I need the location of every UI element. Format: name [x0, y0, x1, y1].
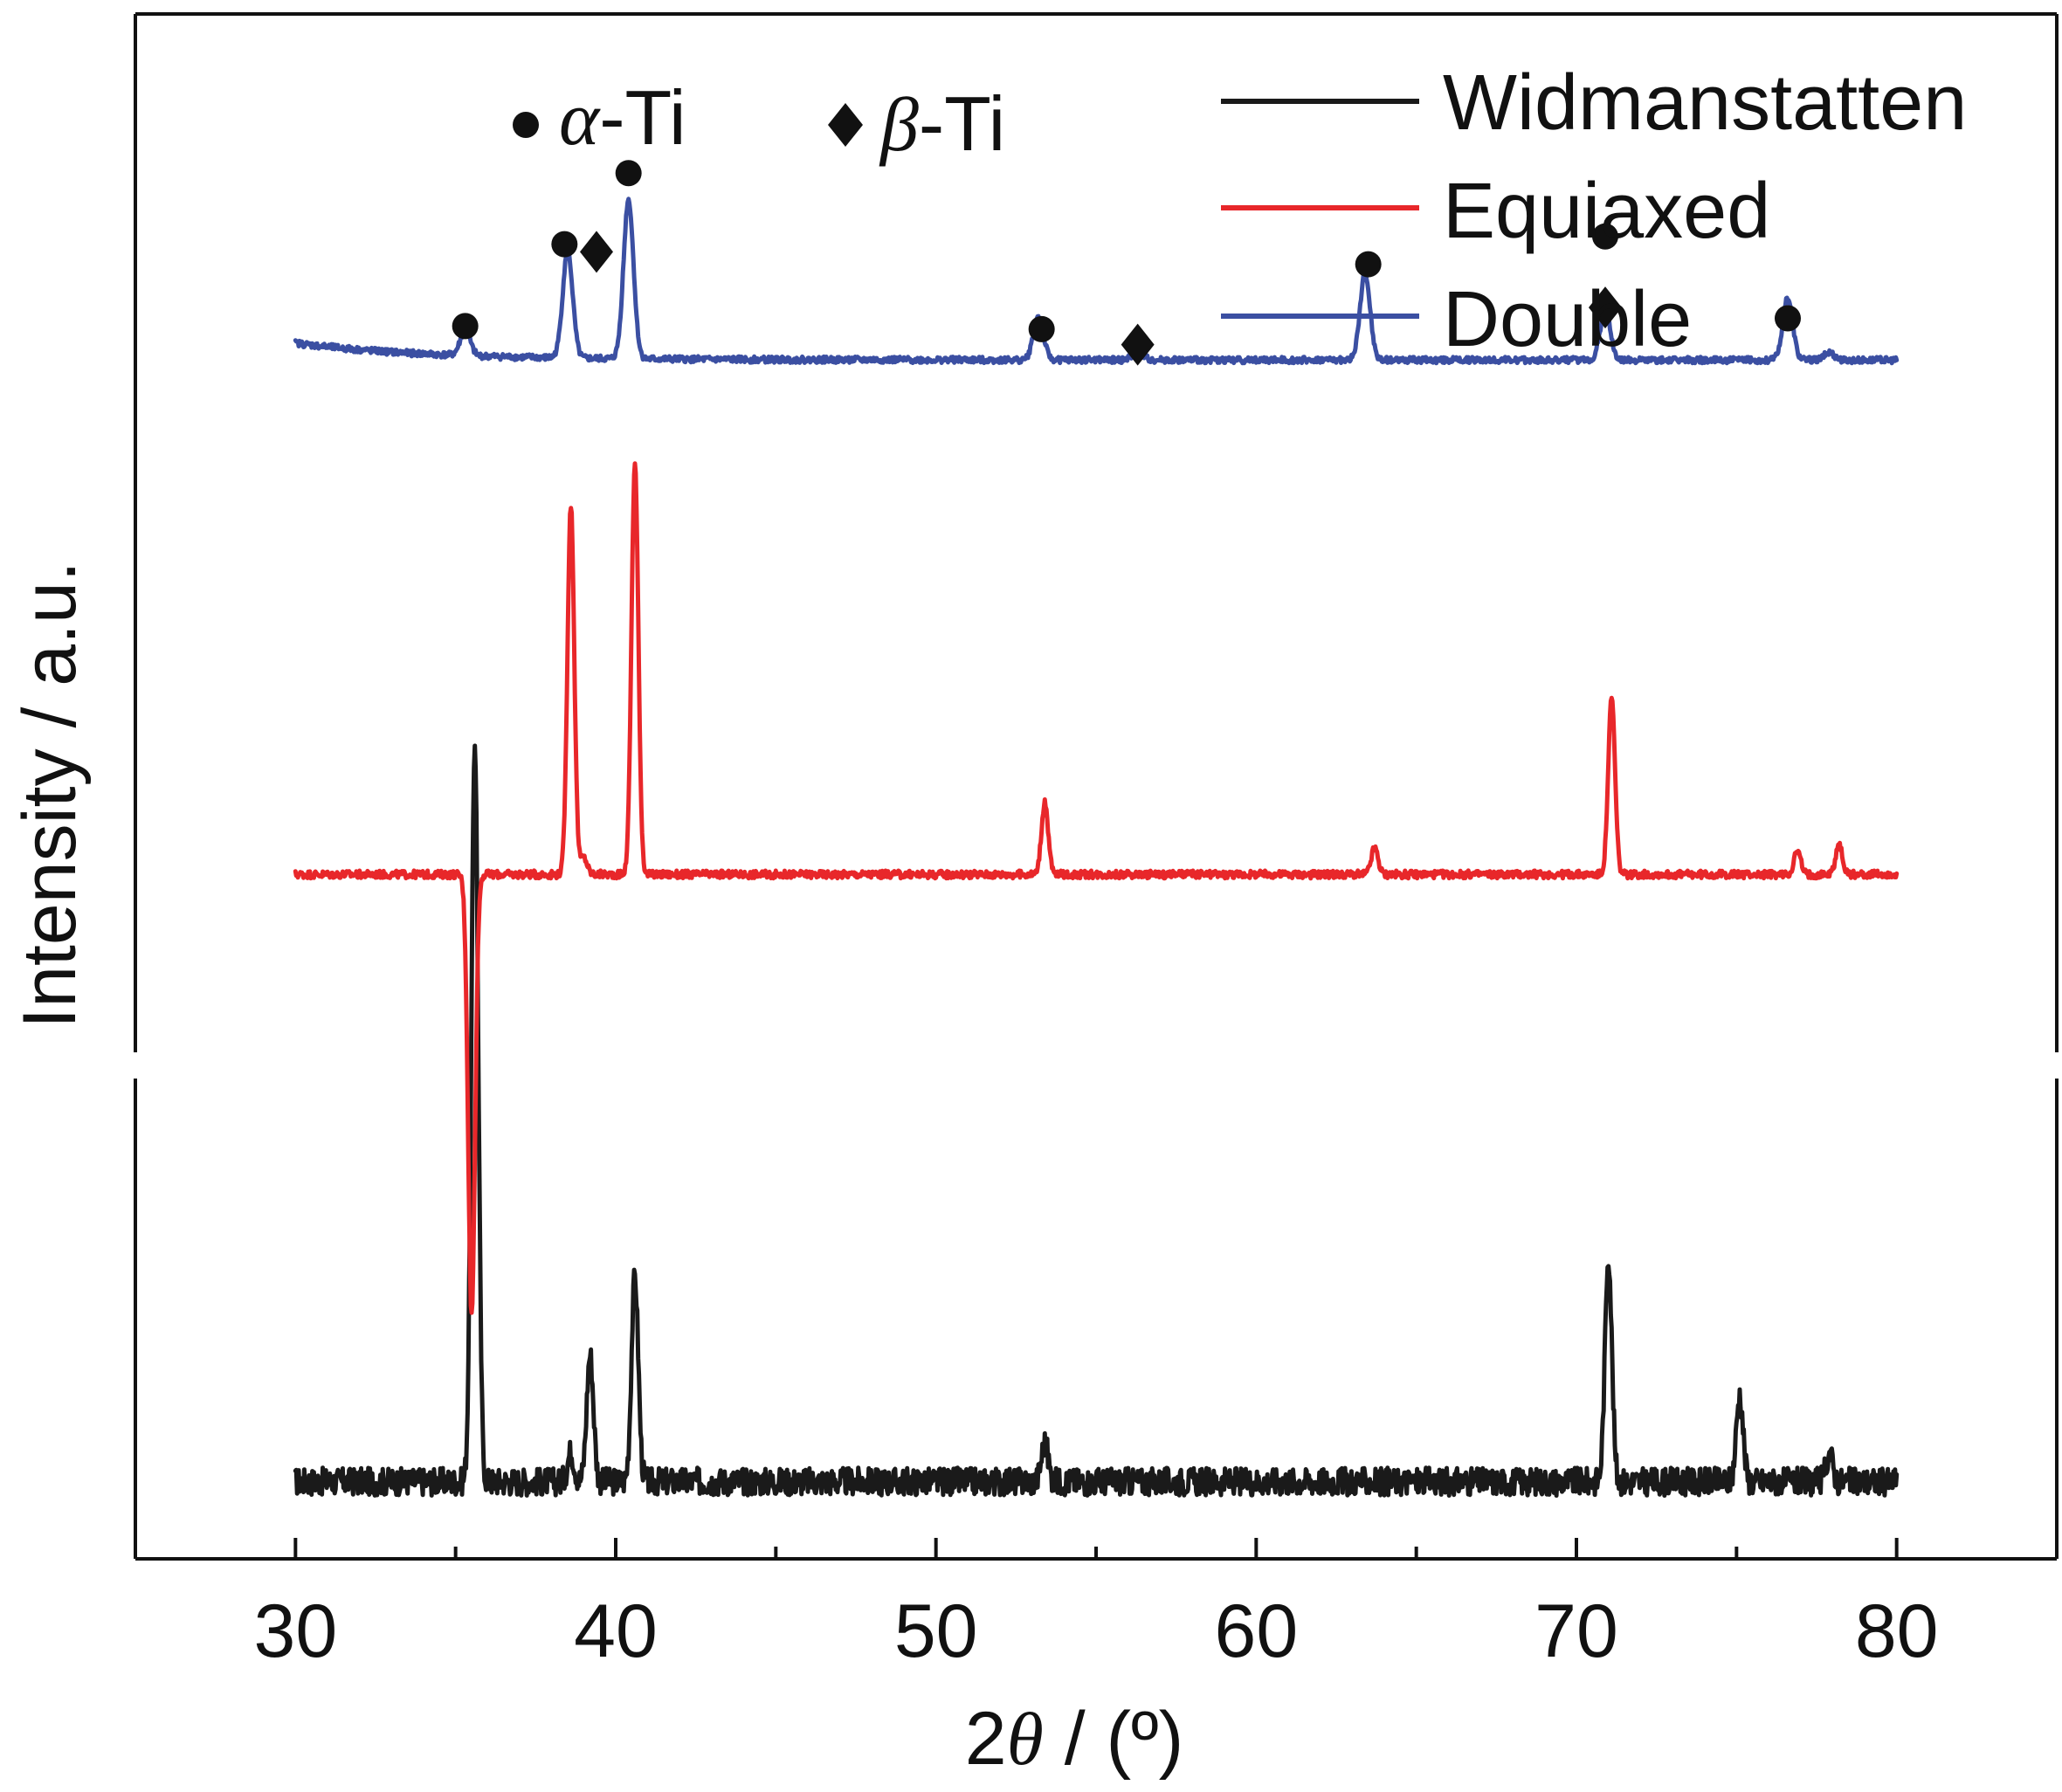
series-layer [293, 196, 1900, 1498]
alpha-peak-marker-icon [1592, 223, 1618, 250]
x-axis-title-suffix: / (º) [1044, 1697, 1183, 1781]
alpha-suffix: -Ti [599, 74, 686, 161]
x-tick-label-40: 40 [574, 1589, 658, 1673]
x-tick-label-30: 30 [253, 1589, 337, 1673]
series-line-widmanstatten [293, 743, 1900, 1498]
alpha-symbol: α [559, 77, 601, 162]
series-line-double [293, 196, 1900, 366]
alpha-peak-marker-icon [1355, 251, 1382, 278]
beta-ti-label: β-Ti [879, 80, 1005, 168]
beta-symbol: β [879, 83, 919, 168]
beta-suffix: -Ti [919, 80, 1005, 167]
beta-peak-marker-icon [580, 231, 613, 273]
alpha-ti-label: α-Ti [559, 74, 686, 162]
alpha-circle-icon [513, 112, 539, 138]
y-axis-title: Intensity / a.u. [8, 561, 92, 1028]
beta-peak-marker-icon [1589, 286, 1622, 329]
x-axis-title-prefix: 2 [965, 1697, 1007, 1781]
beta-diamond-icon [828, 103, 863, 147]
x-ticks: 30 40 50 60 70 80 [253, 1538, 1939, 1673]
alpha-peak-marker-icon [1028, 315, 1055, 342]
alpha-peak-marker-icon [615, 160, 642, 187]
x-tick-label-70: 70 [1534, 1589, 1618, 1673]
x-axis-title: 2θ / (º) [965, 1697, 1183, 1781]
x-tick-label-80: 80 [1855, 1589, 1939, 1673]
legend-label-equiaxed: Equiaxed [1443, 168, 1770, 255]
x-tick-label-60: 60 [1214, 1589, 1298, 1673]
legend-label-double: Double [1443, 276, 1692, 363]
beta-peak-marker-icon [1121, 323, 1155, 366]
legend-label-widmanstatten: Widmanstatten [1443, 59, 1967, 147]
x-axis-title-theta: θ [1007, 1697, 1044, 1781]
alpha-peak-marker-icon [452, 313, 479, 340]
peak-marker-layer [452, 160, 1801, 366]
x-tick-label-50: 50 [894, 1589, 978, 1673]
alpha-peak-marker-icon [551, 231, 578, 258]
alpha-peak-marker-icon [1775, 305, 1801, 332]
series-line-equiaxed [293, 461, 1900, 1315]
series-legend: Widmanstatten Equiaxed Double [1221, 59, 1967, 363]
phase-legend: α-Ti β-Ti [513, 74, 1005, 168]
